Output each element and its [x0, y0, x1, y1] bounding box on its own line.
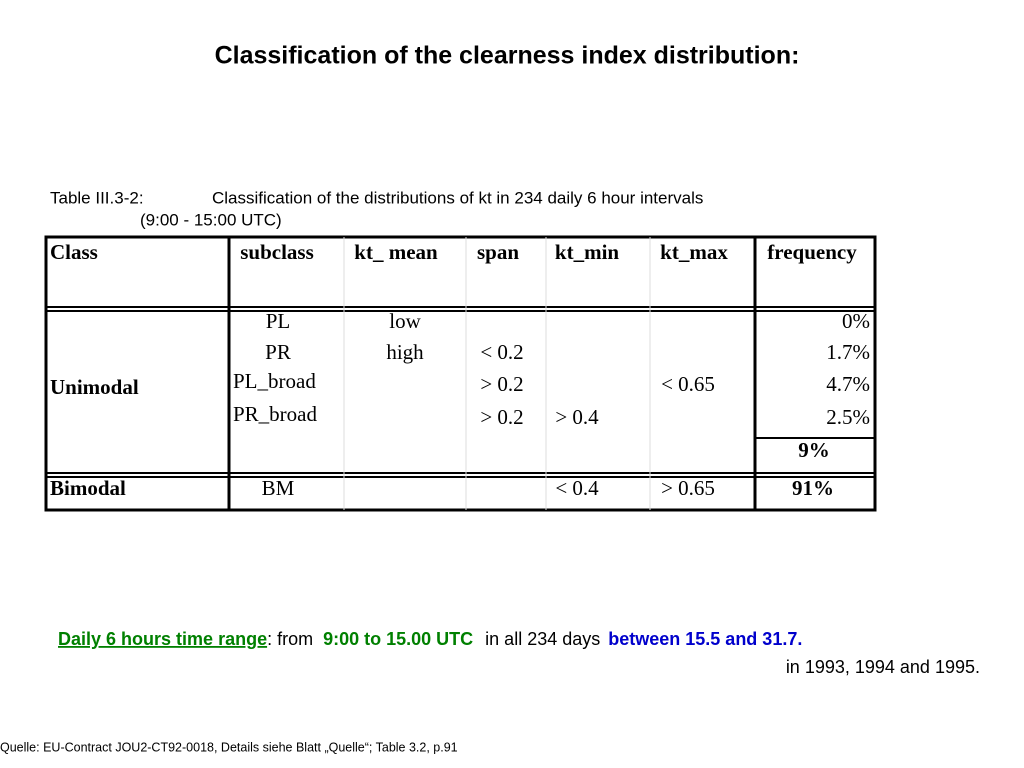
note-days: in all 234 days: [485, 629, 600, 649]
span-cell: > 0.2: [480, 372, 523, 396]
source: Quelle: EU-Contract JOU2-CT92-0018, Deta…: [0, 740, 458, 754]
caption-label: Table III.3-2:: [50, 188, 144, 207]
class-cell: Unimodal: [50, 375, 139, 399]
subclass-cell: PL_broad: [233, 369, 316, 393]
subtotal-cell: 9%: [798, 438, 830, 462]
caption-line2: (9:00 - 15:00 UTC): [140, 210, 282, 229]
kt-max-cell: > 0.65: [661, 476, 715, 500]
title: Classification of the clearness index di…: [215, 42, 800, 70]
subclass-cell: PR_broad: [233, 402, 318, 426]
frequency-cell: 91%: [792, 476, 834, 500]
header-cell: span: [477, 240, 519, 264]
class-cell: Bimodal: [50, 476, 126, 500]
kt-mean-cell: low: [389, 309, 421, 333]
kt-min-cell: < 0.4: [555, 476, 599, 500]
frequency-cell: 1.7%: [826, 340, 870, 364]
caption-text: Classification of the distributions of k…: [212, 188, 703, 207]
header-cell: Class: [50, 240, 98, 264]
subclass-cell: BM: [262, 476, 295, 500]
header-cell: kt_max: [660, 240, 728, 264]
frequency-cell: 4.7%: [826, 372, 870, 396]
kt-mean-cell: high: [386, 340, 424, 364]
note-between: between 15.5 and 31.7.: [608, 629, 802, 649]
header-cell: frequency: [767, 240, 857, 264]
frequency-cell: 2.5%: [826, 405, 870, 429]
kt-min-cell: > 0.4: [555, 405, 599, 429]
kt-max-cell: < 0.65: [661, 372, 715, 396]
span-cell: > 0.2: [480, 405, 523, 429]
note-time: 9:00 to 15.00 UTC: [323, 629, 473, 649]
header-cell: kt_min: [555, 240, 620, 264]
note-from: : from: [267, 629, 313, 649]
table-frame: [44, 235, 877, 512]
note-line1: Daily 6 hours time range: from 9:00 to 15…: [33, 629, 817, 649]
note-label: Daily 6 hours time range: [58, 629, 267, 649]
subclass-cell: PL: [266, 309, 291, 333]
header-cell: kt_ mean: [354, 240, 438, 264]
header-cell: subclass: [240, 240, 314, 264]
frequency-cell: 0%: [842, 309, 870, 333]
note-years: in 1993, 1994 and 1995.: [786, 657, 980, 677]
subclass-cell: PR: [265, 340, 291, 364]
span-cell: < 0.2: [480, 340, 523, 364]
